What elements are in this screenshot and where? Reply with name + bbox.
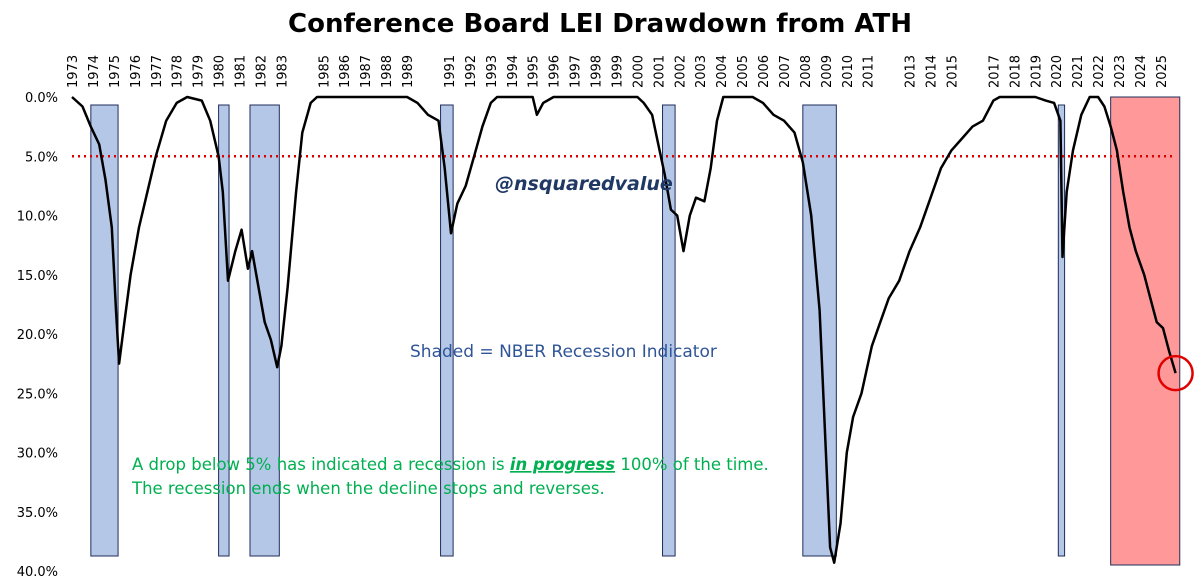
recession-band (218, 104, 230, 557)
x-tick-label: 1982 (254, 55, 269, 88)
y-tick-label: 35.0% (17, 506, 58, 521)
y-tick-label: 15.0% (17, 269, 58, 284)
chart-title: Conference Board LEI Drawdown from ATH (288, 9, 912, 39)
x-tick-label: 2025 (1155, 55, 1170, 88)
x-tick-label: 1976 (129, 55, 144, 88)
plot-layer (71, 95, 1194, 564)
y-tick-label: 10.0% (17, 210, 58, 225)
y-tick-label: 5.0% (25, 150, 58, 165)
y-tick-label: 30.0% (17, 447, 58, 462)
x-tick-label: 2017 (987, 55, 1002, 88)
x-tick-label: 2013 (904, 55, 919, 88)
x-tick-label: 2015 (946, 55, 961, 88)
x-tick-label: 2018 (1008, 55, 1023, 88)
x-tick-label: 1996 (548, 55, 563, 88)
axis-layer: 0.0% 5.0% 10.0% 15.0% 20.0% 25.0% 30.0% 35.0% 40… (17, 55, 1173, 580)
x-tick-label: 1973 (66, 55, 81, 88)
x-tick-label: 2004 (715, 55, 730, 88)
x-tick-label: 2002 (673, 55, 688, 88)
x-tick-label: 2021 (1071, 55, 1086, 88)
x-tick-label: 1992 (464, 55, 479, 88)
x-tick-label: 2009 (820, 55, 835, 88)
x-tick-label: 2019 (1029, 55, 1044, 88)
x-tick-label: 1985 (317, 55, 332, 88)
x-tick-label: 1994 (506, 55, 521, 88)
note-line: The recession ends when the decline stop… (131, 479, 605, 498)
x-tick-label: 2001 (652, 55, 667, 88)
x-tick-label: 1977 (150, 55, 165, 88)
highlight-band (1110, 96, 1181, 566)
x-tick-label: 1981 (234, 55, 249, 88)
note-part: A drop below 5% has indicated a recessio… (132, 455, 510, 474)
x-tick-label: 2014 (925, 55, 940, 88)
x-tick-label: 2024 (1134, 55, 1149, 88)
x-tick-label: 1987 (359, 55, 374, 88)
y-tick-label: 40.0% (17, 565, 58, 580)
x-tick-label: 1983 (275, 55, 290, 88)
recession-band (662, 104, 676, 557)
x-tick-label: 1993 (485, 55, 500, 88)
x-tick-label: 1995 (527, 55, 542, 88)
x-tick-label: 1978 (171, 55, 186, 88)
x-tick-label: 2011 (862, 55, 877, 88)
note-part: 100% of the time. (615, 455, 769, 474)
note-line: A drop below 5% has indicated a recessio… (132, 455, 769, 474)
x-tick-label: 1997 (569, 55, 584, 88)
shading-note: Shaded = NBER Recession Indicator (410, 342, 717, 362)
x-tick-label: 1998 (590, 55, 605, 88)
x-tick-label: 2008 (799, 55, 814, 88)
x-tick-label: 2022 (1092, 55, 1107, 88)
latest-marker (1157, 354, 1194, 392)
note-emphasis: in progress (510, 455, 615, 474)
x-tick-label: 1991 (443, 55, 458, 88)
handle: @nsquaredvalue (495, 173, 673, 195)
x-tick-label: 2006 (757, 55, 772, 88)
x-tick-label: 1999 (610, 55, 625, 88)
x-tick-label: 1986 (338, 55, 353, 88)
x-tick-label: 1980 (213, 55, 228, 88)
x-tick-label: 2003 (694, 55, 709, 88)
y-tick-label: 20.0% (17, 328, 58, 343)
x-tick-label: 2020 (1050, 55, 1065, 88)
y-tick-label: 25.0% (17, 387, 58, 402)
x-tick-label: 2007 (778, 55, 793, 88)
x-tick-label: 1989 (401, 55, 416, 88)
x-tick-label: 1974 (87, 55, 102, 88)
x-tick-label: 1979 (192, 55, 207, 88)
recession-band (249, 104, 280, 557)
series-line (71, 95, 1177, 564)
x-tick-label: 1988 (380, 55, 395, 88)
x-tick-label: 2010 (841, 55, 856, 88)
recession-band (1057, 104, 1066, 557)
x-tick-label: 1975 (108, 55, 123, 88)
y-tick-label: 0.0% (25, 91, 58, 106)
x-tick-label: 2023 (1113, 55, 1128, 88)
x-tick-label: 2005 (736, 55, 751, 88)
x-tick-label: 2000 (631, 55, 646, 88)
